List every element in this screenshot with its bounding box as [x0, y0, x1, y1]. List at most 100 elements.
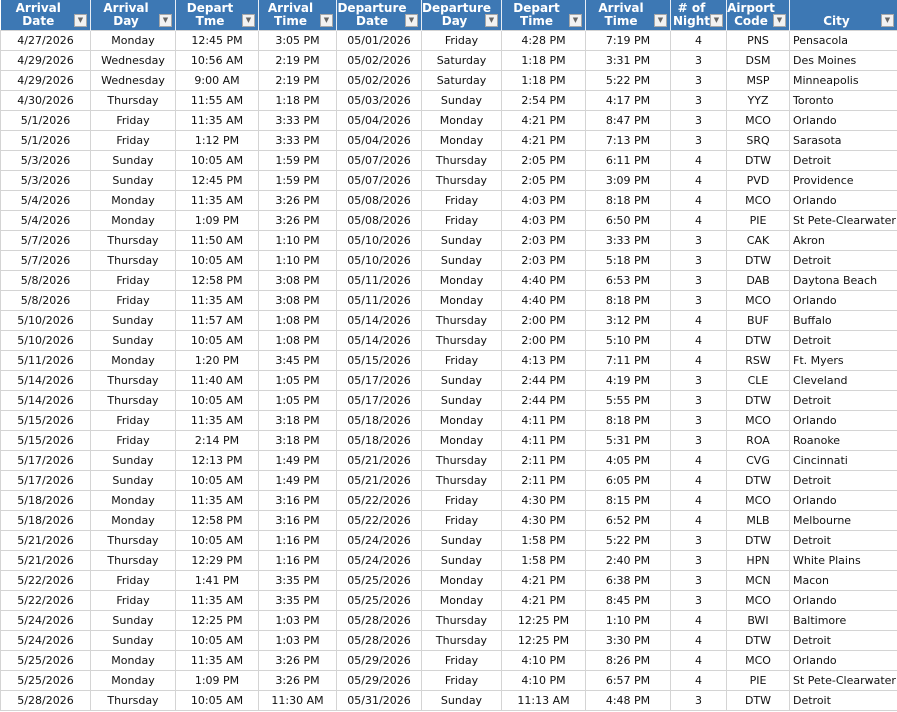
cell-nights[interactable]: 4	[670, 470, 727, 491]
cell-departure-day[interactable]: Sunday	[421, 90, 502, 111]
cell-airport-code[interactable]: MLB	[726, 510, 790, 531]
cell-arrival-day[interactable]: Thursday	[90, 530, 176, 551]
cell-arrival-day[interactable]: Thursday	[90, 690, 176, 711]
cell-nights[interactable]: 4	[670, 490, 727, 511]
cell-city[interactable]: Orlando	[789, 590, 897, 611]
cell-departure-date[interactable]: 05/24/2026	[336, 530, 422, 551]
cell-arrival-day[interactable]: Friday	[90, 290, 176, 311]
cell-return-arrival-time[interactable]: 7:19 PM	[585, 30, 671, 51]
cell-departure-date[interactable]: 05/11/2026	[336, 270, 422, 291]
cell-city[interactable]: Detroit	[789, 470, 897, 491]
cell-departure-day[interactable]: Monday	[421, 590, 502, 611]
cell-return-arrival-time[interactable]: 3:30 PM	[585, 630, 671, 651]
cell-depart-time[interactable]: 10:05 AM	[175, 150, 259, 171]
cell-return-arrival-time[interactable]: 4:48 PM	[585, 690, 671, 711]
cell-arrival-time[interactable]: 1:05 PM	[258, 390, 337, 411]
cell-arrival-date[interactable]: 5/1/2026	[0, 110, 91, 131]
cell-arrival-time[interactable]: 1:16 PM	[258, 530, 337, 551]
cell-city[interactable]: Orlando	[789, 650, 897, 671]
cell-departure-day[interactable]: Monday	[421, 570, 502, 591]
cell-arrival-date[interactable]: 5/8/2026	[0, 290, 91, 311]
cell-city[interactable]: Detroit	[789, 250, 897, 271]
cell-departure-date[interactable]: 05/07/2026	[336, 150, 422, 171]
cell-arrival-day[interactable]: Thursday	[90, 370, 176, 391]
cell-return-depart-time[interactable]: 4:03 PM	[501, 210, 586, 231]
cell-departure-day[interactable]: Monday	[421, 270, 502, 291]
cell-arrival-time[interactable]: 1:59 PM	[258, 170, 337, 191]
cell-arrival-day[interactable]: Monday	[90, 510, 176, 531]
cell-arrival-day[interactable]: Thursday	[90, 230, 176, 251]
cell-arrival-day[interactable]: Sunday	[90, 170, 176, 191]
cell-arrival-date[interactable]: 5/25/2026	[0, 650, 91, 671]
cell-departure-day[interactable]: Friday	[421, 670, 502, 691]
cell-nights[interactable]: 3	[670, 50, 727, 71]
cell-city[interactable]: Akron	[789, 230, 897, 251]
cell-departure-date[interactable]: 05/21/2026	[336, 450, 422, 471]
cell-departure-day[interactable]: Thursday	[421, 450, 502, 471]
filter-dropdown-icon[interactable]: ▼	[405, 14, 418, 27]
cell-airport-code[interactable]: MCO	[726, 590, 790, 611]
cell-arrival-time[interactable]: 3:26 PM	[258, 190, 337, 211]
cell-nights[interactable]: 3	[670, 270, 727, 291]
cell-return-arrival-time[interactable]: 6:52 PM	[585, 510, 671, 531]
cell-depart-time[interactable]: 10:05 AM	[175, 630, 259, 651]
cell-depart-time[interactable]: 1:41 PM	[175, 570, 259, 591]
cell-city[interactable]: Macon	[789, 570, 897, 591]
cell-arrival-date[interactable]: 5/18/2026	[0, 510, 91, 531]
cell-depart-time[interactable]: 11:57 AM	[175, 310, 259, 331]
cell-departure-date[interactable]: 05/29/2026	[336, 670, 422, 691]
cell-city[interactable]: Detroit	[789, 150, 897, 171]
cell-arrival-time[interactable]: 3:16 PM	[258, 510, 337, 531]
cell-nights[interactable]: 3	[670, 690, 727, 711]
cell-arrival-time[interactable]: 1:05 PM	[258, 370, 337, 391]
cell-departure-day[interactable]: Sunday	[421, 390, 502, 411]
cell-return-depart-time[interactable]: 2:54 PM	[501, 90, 586, 111]
cell-arrival-time[interactable]: 1:03 PM	[258, 610, 337, 631]
cell-departure-date[interactable]: 05/24/2026	[336, 550, 422, 571]
cell-nights[interactable]: 3	[670, 70, 727, 91]
cell-nights[interactable]: 4	[670, 310, 727, 331]
cell-depart-time[interactable]: 11:35 AM	[175, 290, 259, 311]
cell-airport-code[interactable]: DTW	[726, 530, 790, 551]
cell-arrival-date[interactable]: 5/17/2026	[0, 470, 91, 491]
cell-airport-code[interactable]: HPN	[726, 550, 790, 571]
cell-airport-code[interactable]: DTW	[726, 390, 790, 411]
cell-arrival-date[interactable]: 5/4/2026	[0, 190, 91, 211]
cell-nights[interactable]: 4	[670, 610, 727, 631]
cell-arrival-time[interactable]: 1:49 PM	[258, 470, 337, 491]
cell-return-depart-time[interactable]: 4:11 PM	[501, 410, 586, 431]
cell-return-arrival-time[interactable]: 8:45 PM	[585, 590, 671, 611]
cell-airport-code[interactable]: PIE	[726, 210, 790, 231]
cell-airport-code[interactable]: MCO	[726, 290, 790, 311]
cell-arrival-date[interactable]: 4/27/2026	[0, 30, 91, 51]
cell-arrival-day[interactable]: Sunday	[90, 630, 176, 651]
cell-departure-date[interactable]: 05/21/2026	[336, 470, 422, 491]
cell-city[interactable]: Orlando	[789, 190, 897, 211]
cell-airport-code[interactable]: PVD	[726, 170, 790, 191]
cell-return-depart-time[interactable]: 2:11 PM	[501, 450, 586, 471]
cell-arrival-time[interactable]: 3:08 PM	[258, 290, 337, 311]
cell-depart-time[interactable]: 12:58 PM	[175, 510, 259, 531]
cell-nights[interactable]: 3	[670, 590, 727, 611]
cell-arrival-time[interactable]: 3:05 PM	[258, 30, 337, 51]
cell-arrival-day[interactable]: Wednesday	[90, 50, 176, 71]
cell-return-arrival-time[interactable]: 3:12 PM	[585, 310, 671, 331]
cell-return-depart-time[interactable]: 4:40 PM	[501, 290, 586, 311]
cell-arrival-date[interactable]: 5/11/2026	[0, 350, 91, 371]
cell-departure-date[interactable]: 05/04/2026	[336, 110, 422, 131]
cell-return-depart-time[interactable]: 4:21 PM	[501, 130, 586, 151]
cell-departure-date[interactable]: 05/08/2026	[336, 190, 422, 211]
cell-airport-code[interactable]: DAB	[726, 270, 790, 291]
cell-return-arrival-time[interactable]: 6:38 PM	[585, 570, 671, 591]
cell-airport-code[interactable]: DTW	[726, 250, 790, 271]
cell-arrival-date[interactable]: 5/10/2026	[0, 330, 91, 351]
cell-departure-day[interactable]: Friday	[421, 350, 502, 371]
cell-city[interactable]: Des Moines	[789, 50, 897, 71]
cell-arrival-date[interactable]: 5/7/2026	[0, 230, 91, 251]
cell-arrival-day[interactable]: Friday	[90, 410, 176, 431]
cell-depart-time[interactable]: 9:00 AM	[175, 70, 259, 91]
cell-city[interactable]: Detroit	[789, 330, 897, 351]
cell-city[interactable]: Cincinnati	[789, 450, 897, 471]
cell-return-arrival-time[interactable]: 3:33 PM	[585, 230, 671, 251]
cell-nights[interactable]: 4	[670, 670, 727, 691]
